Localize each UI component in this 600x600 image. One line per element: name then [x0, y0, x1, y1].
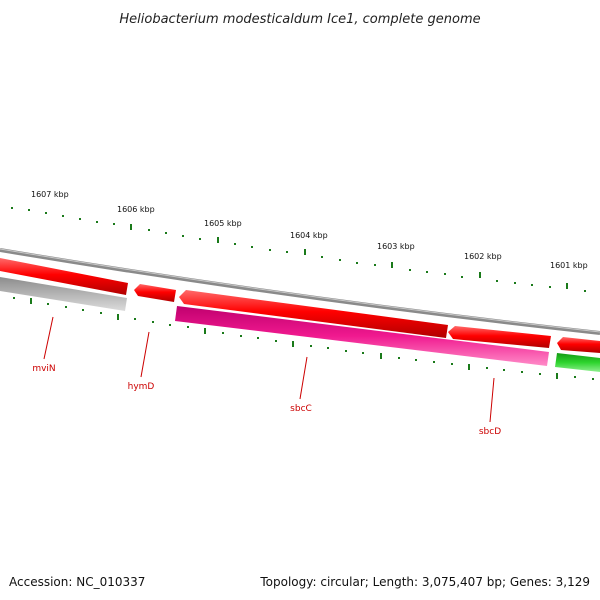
reverse-gene-mvin — [0, 277, 127, 311]
kbp-label-1604: 1604 kbp — [290, 231, 328, 240]
forward-gene-main — [179, 290, 448, 338]
leader-hymd — [140, 331, 150, 378]
gene-labels: mviN hymD sbcC sbcD — [32, 364, 501, 437]
genome-summary-text: Topology: circular; Length: 3,075,407 bp… — [259, 575, 590, 589]
reverse-gene-sbcc — [175, 306, 549, 366]
inner-tick-marks — [13, 297, 594, 380]
outer-tick-marks — [11, 207, 586, 292]
reverse-gene-green — [555, 353, 600, 372]
forward-gene-hymd-region — [134, 284, 176, 302]
kbp-label-1606: 1606 kbp — [117, 205, 155, 214]
reverse-strand-genes — [0, 277, 600, 372]
accession-text: Accession: NC_010337 — [9, 575, 145, 589]
leader-sbcd — [489, 377, 495, 423]
kbp-label-1601: 1601 kbp — [550, 261, 588, 270]
leader-sbcc — [299, 356, 308, 400]
gene-label-leaders — [43, 316, 495, 423]
kbp-labels: 1607 kbp 1606 kbp 1605 kbp 1604 kbp 1603… — [31, 190, 588, 270]
gene-label-mvin: mviN — [32, 364, 55, 374]
leader-mvin — [43, 316, 54, 360]
forward-gene-right — [448, 326, 551, 348]
genome-title: Heliobacterium modesticaldum Ice1, compl… — [119, 12, 480, 27]
kbp-label-1603: 1603 kbp — [377, 242, 415, 251]
gene-label-sbcc: sbcC — [290, 404, 312, 414]
genome-backbone — [0, 248, 600, 335]
kbp-label-1602: 1602 kbp — [464, 252, 502, 261]
forward-strand-genes — [0, 258, 600, 353]
forward-gene-left — [0, 258, 128, 295]
gene-label-sbcd: sbcD — [479, 427, 501, 437]
forward-gene-edge — [557, 337, 600, 353]
kbp-label-1605: 1605 kbp — [204, 219, 242, 228]
gene-label-hymd: hymD — [128, 382, 155, 392]
kbp-label-1607: 1607 kbp — [31, 190, 69, 199]
